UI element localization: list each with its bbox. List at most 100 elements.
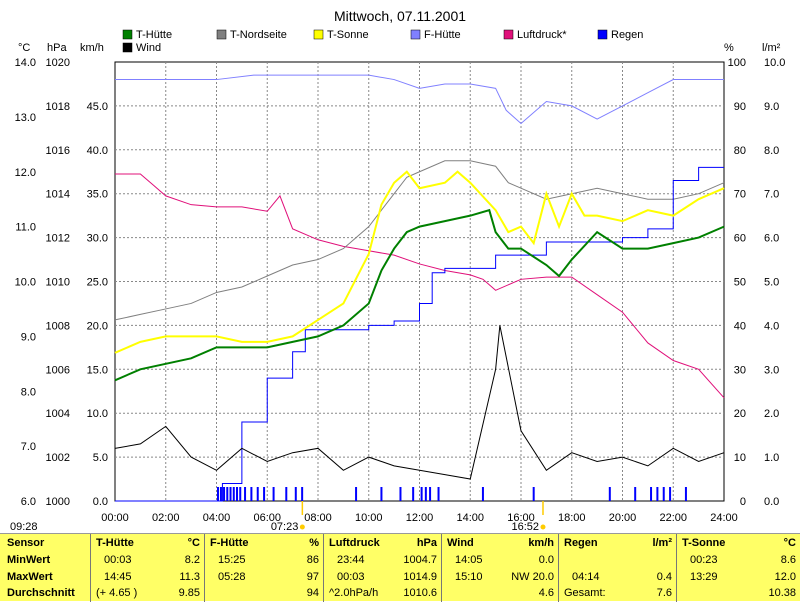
rain-event-bar: [424, 487, 427, 501]
rain-event-bar: [429, 487, 432, 501]
humidity-tick-label: 50: [734, 277, 746, 289]
axis-units: °C hPa km/h% l/m²: [18, 42, 781, 54]
rain-event-bar: [608, 487, 611, 501]
stats-cell-left: Luftdruck: [329, 537, 380, 549]
wind-tick-label: 35.0: [87, 189, 108, 201]
legend-label: T-Nordseite: [230, 29, 287, 41]
pressure-tick-label: 1020: [46, 57, 70, 69]
stats-cell-right: 0.0: [538, 554, 554, 566]
x-tick-label: 06:00: [253, 512, 281, 524]
stats-cell-right: 1014.9: [403, 571, 437, 583]
rain-bars: [216, 487, 687, 501]
rain-event-bar: [420, 487, 423, 501]
celsius-tick-label: 10.0: [15, 277, 36, 289]
rain-event-bar: [412, 487, 415, 501]
celsius-tick-label: 7.0: [21, 441, 36, 453]
stats-column: T-Sonne °C 00:23 8.6 13:29 12.0 10.38: [676, 534, 800, 602]
legend-label: Luftdruck*: [517, 29, 567, 41]
stats-cell-left: 05:28: [218, 571, 246, 583]
legend-label: Wind: [136, 42, 161, 54]
stats-cell-right: 12.0: [774, 571, 796, 583]
celsius-tick-label: 12.0: [15, 167, 36, 179]
stats-cell-right: 0.4: [656, 571, 672, 583]
series-line-wind: [114, 325, 725, 480]
start-time-label: 09:28: [10, 521, 38, 533]
rain-tick-label: 3.0: [764, 364, 779, 376]
stats-cell-right: 1010.6: [403, 587, 437, 599]
stats-cell-left: 15:10: [455, 571, 483, 583]
wind-tick-label: 25.0: [87, 277, 108, 289]
stats-cell-left: (+ 4.65 ): [96, 587, 138, 599]
grid-lines: [115, 62, 724, 501]
stats-cell-left: ^2.0hPa/h: [329, 587, 379, 599]
pressure-tick-label: 1012: [46, 233, 70, 245]
rain-event-bar: [656, 487, 659, 501]
x-tick-label: 02:00: [152, 512, 180, 524]
stats-cell-right: °C: [783, 537, 796, 549]
rain-event-bar: [263, 487, 266, 501]
rain-unit-label: l/m²: [762, 42, 781, 54]
time-markers: 07:23 16:52: [271, 501, 546, 533]
rain-event-bar: [229, 487, 232, 501]
x-tick-label: 18:00: [558, 512, 586, 524]
celsius-tick-label: 8.0: [21, 386, 36, 398]
wind-tick-label: 0.0: [93, 496, 108, 508]
x-tick-label: 14:00: [456, 512, 484, 524]
stats-cell-right: l/m²: [652, 537, 672, 549]
series-line-luftdruck: [115, 173, 725, 399]
pressure-unit-label: hPa: [47, 42, 67, 54]
stats-cell-right: 7.6: [656, 587, 672, 599]
legend-label: T-Sonne: [327, 29, 369, 41]
rain-event-bar: [532, 487, 535, 501]
stats-cell-left: 00:03: [337, 571, 365, 583]
rain-event-bar: [301, 487, 304, 501]
series-line-fhtte: [115, 74, 724, 125]
stats-cell-right: 97: [306, 571, 319, 583]
pressure-tick-label: 1018: [46, 101, 70, 113]
rain-tick-label: 8.0: [764, 145, 779, 157]
rain-tick-label: 0.0: [764, 496, 779, 508]
rain-event-bar: [232, 487, 235, 501]
x-tick-label: 16:00: [507, 512, 535, 524]
celsius-unit-label: °C: [18, 42, 30, 54]
legend-swatch: [216, 29, 227, 40]
stats-cell-left: 00:03: [104, 554, 132, 566]
series-line-tnordseite: [114, 160, 725, 321]
pressure-tick-label: 1014: [46, 189, 70, 201]
legend-label: T-Hütte: [136, 29, 172, 41]
rain-event-bar: [294, 487, 297, 501]
wind-unit-label: km/h: [80, 42, 104, 54]
pressure-tick-label: 1000: [46, 496, 70, 508]
humidity-tick-label: 60: [734, 233, 746, 245]
rain-event-bar: [236, 487, 239, 501]
celsius-tick-label: 6.0: [21, 496, 36, 508]
stats-cell-left: T-Hütte: [96, 537, 134, 549]
rain-event-bar: [219, 487, 222, 501]
rain-event-bar: [223, 487, 226, 501]
humidity-tick-label: 70: [734, 189, 746, 201]
legend-label: Regen: [611, 29, 643, 41]
rain-event-bar: [399, 487, 402, 501]
stats-cell-left: 23:44: [337, 554, 365, 566]
wind-tick-label: 15.0: [87, 364, 108, 376]
rain-tick-label: 7.0: [764, 189, 779, 201]
x-tick-label: 10:00: [355, 512, 383, 524]
rain-event-bar: [216, 487, 219, 501]
series-lines: [114, 74, 725, 502]
stats-cell-right: %: [309, 537, 319, 549]
rain-event-bar: [634, 487, 637, 501]
stats-cell-right: 8.2: [184, 554, 200, 566]
stats-column: Luftdruck hPa 23:44 1004.7 00:03 1014.9 ^2.0hP…: [323, 534, 441, 602]
x-tick-label: 00:00: [101, 512, 129, 524]
wind-tick-label: 30.0: [87, 233, 108, 245]
marker-dot: [540, 524, 546, 530]
rain-event-bar: [272, 487, 275, 501]
series-line-regen: [115, 166, 724, 502]
rain-event-bar: [437, 487, 440, 501]
rain-tick-label: 10.0: [764, 57, 785, 69]
stats-cell-right: 9.85: [178, 587, 200, 599]
wind-tick-label: 10.0: [87, 408, 108, 420]
stats-cell-left: F-Hütte: [210, 537, 249, 549]
stats-label-column: Sensor MinWert MaxWert Durchschnitt: [0, 534, 90, 602]
rain-event-bar: [239, 487, 242, 501]
